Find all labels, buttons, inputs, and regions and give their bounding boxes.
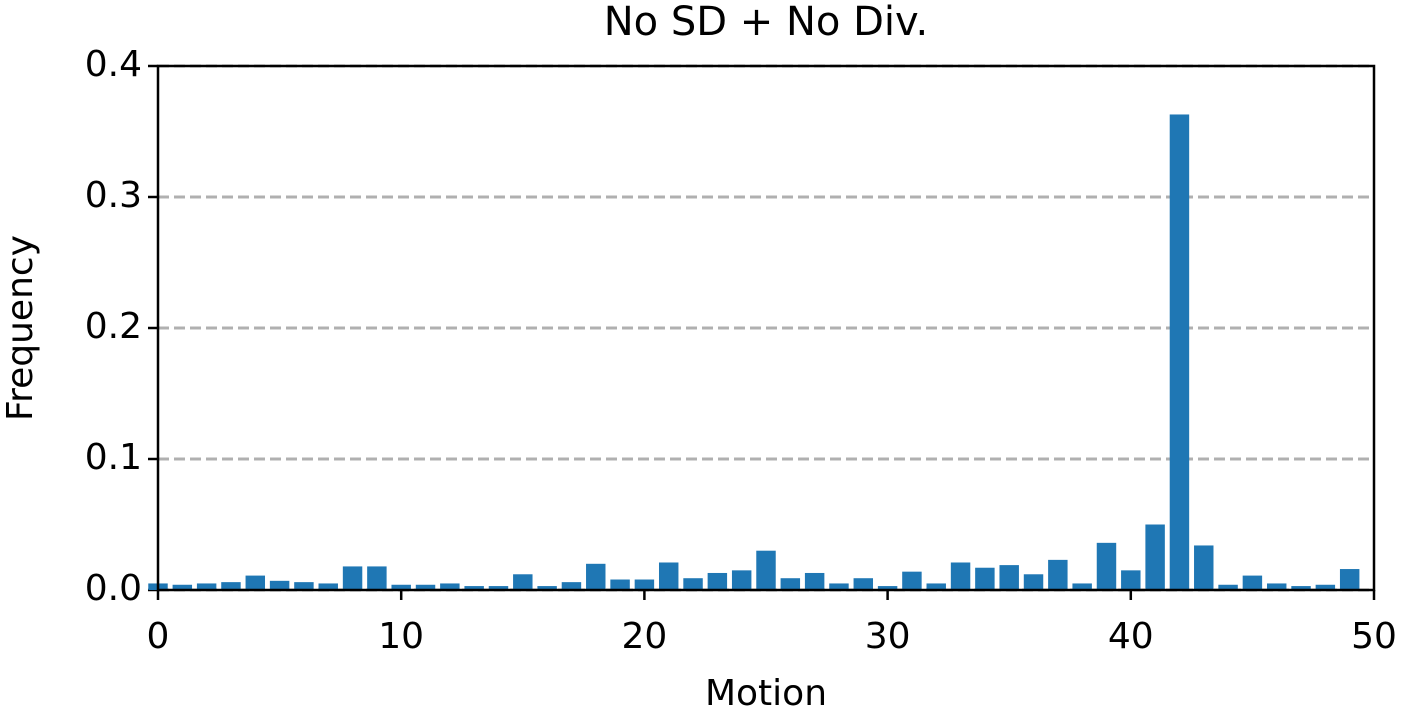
bar [1096,542,1117,590]
bar [1121,570,1141,590]
x-tick-label: 30 [865,616,911,657]
bar [318,583,338,590]
bar [731,570,752,590]
bar [1291,586,1311,590]
bar [658,562,679,590]
bar [1145,524,1165,590]
bar [561,582,582,590]
bar [464,586,484,590]
bar [269,580,290,590]
bar [1266,583,1287,590]
bar [975,567,995,590]
bar [1169,114,1190,590]
bar [902,571,922,590]
bar [440,583,460,590]
bar [683,578,703,590]
bar [1194,545,1214,590]
bar [172,584,193,590]
bar [391,584,411,590]
bar [221,582,241,590]
bar [926,583,946,590]
bar [1339,569,1360,590]
bar [877,586,898,590]
bar [756,550,776,590]
y-tick-label: 0.2 [85,306,142,347]
bar [829,583,849,590]
plot-frame [156,64,1376,592]
bar [1218,584,1238,590]
bar [804,572,825,590]
bar [1023,574,1044,590]
bar [488,586,509,590]
bar [245,575,266,590]
bar [367,566,387,590]
x-axis-label: Motion [705,673,827,714]
bar [707,572,728,590]
y-axis-label: Frequency [0,235,41,421]
bar [950,562,971,590]
x-tick-label: 50 [1351,616,1397,657]
x-tick-label: 0 [147,616,170,657]
x-tick-label: 40 [1108,616,1154,657]
bar [586,563,606,590]
bar [294,582,314,590]
bar [537,586,557,590]
bar [513,574,533,590]
bar [853,578,874,590]
chart-title: No SD + No Div. [604,0,929,45]
bar [1048,559,1068,590]
y-tick-label: 0.3 [85,175,142,216]
bar [1242,575,1263,590]
y-tick-label: 0.4 [85,44,142,85]
bar [342,566,363,590]
bar [415,584,436,590]
x-tick-label: 20 [621,616,667,657]
bar [999,565,1019,590]
bar [1315,584,1336,590]
bar [634,579,655,590]
x-tick-label: 10 [378,616,424,657]
y-tick-label: 0.0 [85,568,142,609]
bar [196,583,217,590]
bar [1072,583,1092,590]
bar [610,579,630,590]
bar [780,578,801,590]
y-tick-label: 0.1 [85,437,142,478]
